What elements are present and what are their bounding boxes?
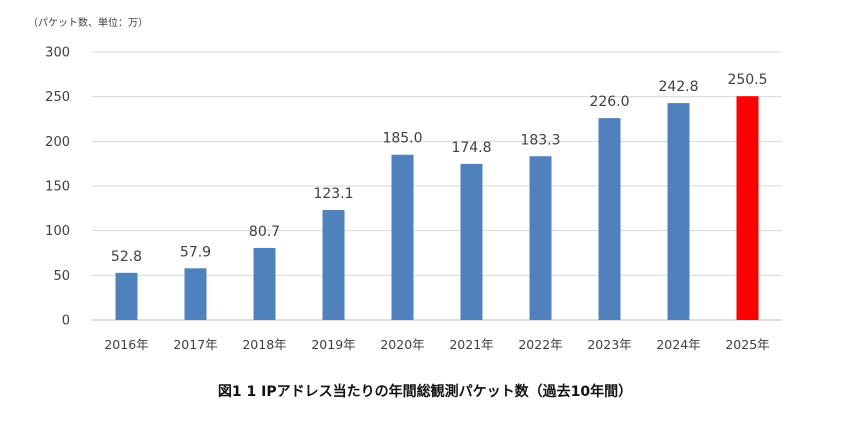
gridlines	[92, 51, 782, 321]
bar	[115, 272, 138, 320]
y-axis-tick-labels: 0 50 100 150 200 250 300	[45, 46, 70, 329]
x-tick-label: 2017年	[173, 337, 217, 352]
bar	[253, 247, 276, 320]
data-label: 242.8	[658, 79, 698, 95]
x-tick-label: 2024年	[656, 337, 700, 352]
data-label: 80.7	[249, 224, 280, 240]
x-tick-label: 2019年	[311, 337, 355, 352]
bar	[184, 268, 207, 320]
data-label: 250.5	[727, 72, 767, 88]
x-tick-label: 2016年	[104, 337, 148, 352]
bars	[115, 96, 759, 321]
x-tick-label: 2022年	[518, 337, 562, 352]
bar	[529, 156, 552, 320]
y-tick-label: 50	[53, 269, 70, 284]
bar	[598, 118, 621, 321]
data-label: 226.0	[589, 94, 629, 110]
x-tick-label: 2025年	[725, 337, 769, 352]
y-tick-label: 300	[45, 46, 70, 61]
data-label: 174.8	[451, 140, 491, 156]
data-label: 57.9	[180, 244, 211, 260]
data-label: 185.0	[382, 131, 422, 147]
bar	[391, 154, 414, 320]
data-label: 183.3	[520, 132, 560, 148]
x-tick-label: 2021年	[449, 337, 493, 352]
bar	[460, 163, 483, 320]
y-tick-label: 150	[45, 180, 70, 195]
y-tick-label: 200	[45, 135, 70, 150]
x-tick-label: 2023年	[587, 337, 631, 352]
y-tick-label: 0	[62, 314, 70, 329]
data-labels: 52.8 57.9 80.7 123.1 185.0 174.8 183.3 226.0 242…	[111, 72, 768, 265]
figure-caption: 図1 1 IPアドレス当たりの年間総観測パケット数（過去10年間）	[218, 383, 632, 400]
data-label: 123.1	[313, 186, 353, 202]
bar	[322, 210, 345, 320]
bar	[667, 103, 690, 320]
x-tick-label: 2020年	[380, 337, 424, 352]
y-tick-label: 100	[45, 224, 70, 239]
unit-label: （パケット数、単位：万）	[28, 16, 148, 29]
x-axis-category-labels: 2016年 2017年 2018年 2019年 2020年 2021年 2022年 2023年…	[104, 337, 769, 352]
data-label: 52.8	[111, 249, 142, 265]
x-tick-label: 2018年	[242, 337, 286, 352]
bar	[736, 96, 759, 320]
y-tick-label: 250	[45, 90, 70, 105]
